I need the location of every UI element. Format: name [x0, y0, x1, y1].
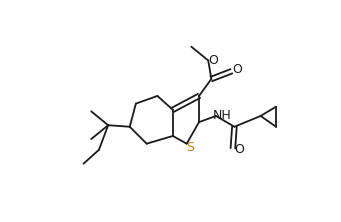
- Text: NH: NH: [213, 109, 232, 123]
- Text: O: O: [234, 143, 244, 156]
- Text: O: O: [233, 63, 242, 76]
- Text: S: S: [186, 141, 194, 154]
- Text: O: O: [208, 54, 218, 67]
